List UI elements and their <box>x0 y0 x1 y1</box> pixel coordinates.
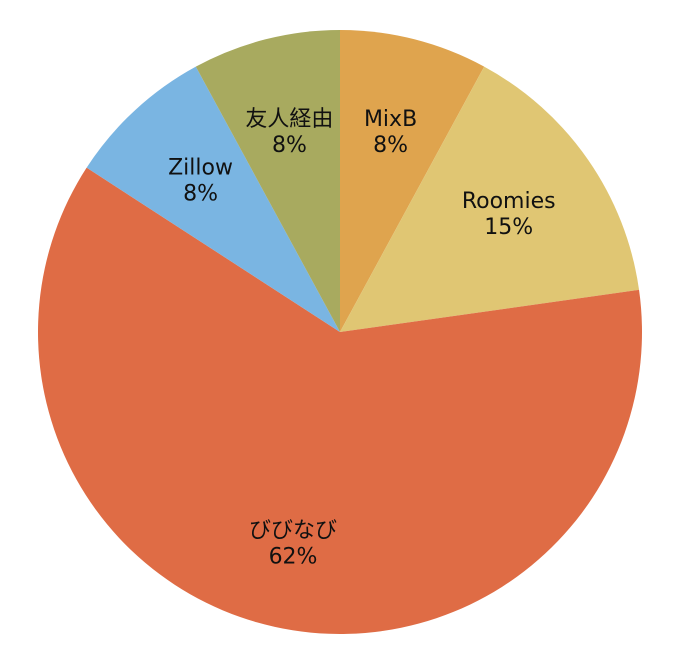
slice-value-label: 8% <box>272 133 307 158</box>
pie-slice <box>340 66 640 333</box>
slice-value-label: 8% <box>183 181 218 206</box>
slice-value-label: 15% <box>484 215 533 240</box>
slice-label: Roomies <box>462 189 556 214</box>
slice-label: びびなび <box>249 518 337 543</box>
slice-value-label: 62% <box>269 544 318 569</box>
pie-slice <box>37 167 642 634</box>
slice-label: MixB <box>364 107 417 132</box>
pie-slice <box>340 30 485 332</box>
pie-slice <box>195 30 340 332</box>
slice-label: Zillow <box>168 155 233 180</box>
slice-value-label: 8% <box>373 133 408 158</box>
slice-label: 友人経由 <box>245 107 333 132</box>
pie-slice <box>86 66 340 333</box>
